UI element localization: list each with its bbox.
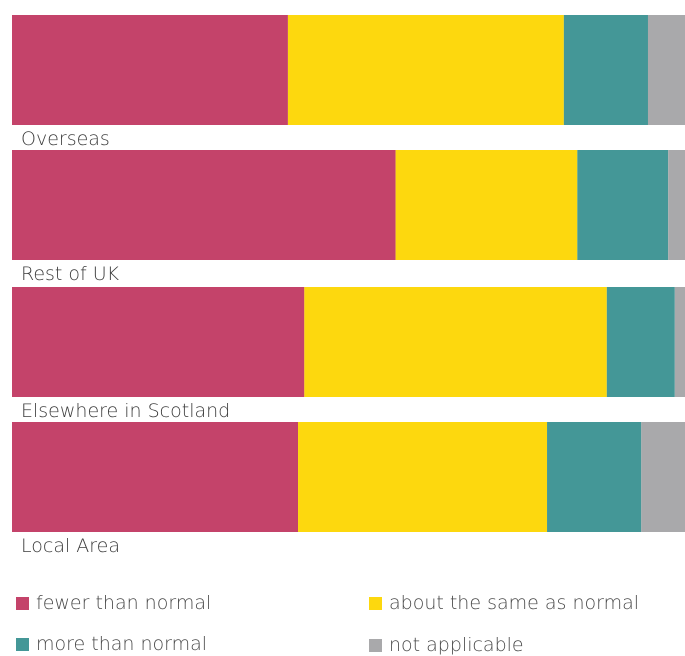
category-label-local-area: Local Area [21, 535, 120, 557]
legend-item-fewer: fewer than normal [16, 592, 211, 614]
bar-segment-overseas-more-than-normal [563, 15, 648, 125]
legend-swatch-na [369, 638, 382, 652]
bar-segment-rest-of-uk-about-the-same-as-normal [395, 150, 578, 260]
legend-item-same: about the same as normal [369, 592, 639, 614]
chart-legend: fewer than normal about the same as norm… [0, 580, 685, 656]
legend-item-more: more than normal [16, 633, 207, 655]
category-label-overseas: Overseas [21, 128, 110, 150]
bar-segment-local-area-about-the-same-as-normal [298, 422, 548, 532]
legend-swatch-more [16, 637, 29, 651]
legend-swatch-fewer [16, 596, 29, 610]
legend-label-fewer: fewer than normal [36, 592, 212, 614]
stacked-bar-chart: Overseas Rest of UK Elsewhere in Scotland L… [12, 15, 685, 557]
bar-segment-overseas-about-the-same-as-normal [287, 15, 564, 125]
bar-segment-local-area-not-applicable [641, 422, 685, 532]
legend-label-more: more than normal [36, 633, 208, 655]
bar-segment-elsewhere-in-scotland-not-applicable [674, 287, 685, 397]
legend-label-same: about the same as normal [389, 592, 640, 614]
bar-segment-elsewhere-in-scotland-more-than-normal [606, 287, 675, 397]
bar-segment-rest-of-uk-more-than-normal [577, 150, 669, 260]
bar-segment-local-area-fewer-than-normal [12, 422, 299, 532]
bar-segment-rest-of-uk-not-applicable [668, 150, 685, 260]
bar-segment-overseas-not-applicable [647, 15, 685, 125]
bar-segment-overseas-fewer-than-normal [12, 15, 288, 125]
bar-segment-local-area-more-than-normal [547, 422, 642, 532]
legend-label-na: not applicable [389, 634, 524, 656]
legend-swatch-same [369, 596, 382, 610]
category-label-elsewhere-in-scotland: Elsewhere in Scotland [21, 400, 230, 422]
bar-segment-elsewhere-in-scotland-fewer-than-normal [12, 287, 305, 397]
bar-segment-rest-of-uk-fewer-than-normal [12, 150, 396, 260]
category-label-rest-of-uk: Rest of UK [21, 263, 120, 285]
bar-segment-elsewhere-in-scotland-about-the-same-as-normal [304, 287, 607, 397]
legend-item-na: not applicable [369, 634, 524, 656]
